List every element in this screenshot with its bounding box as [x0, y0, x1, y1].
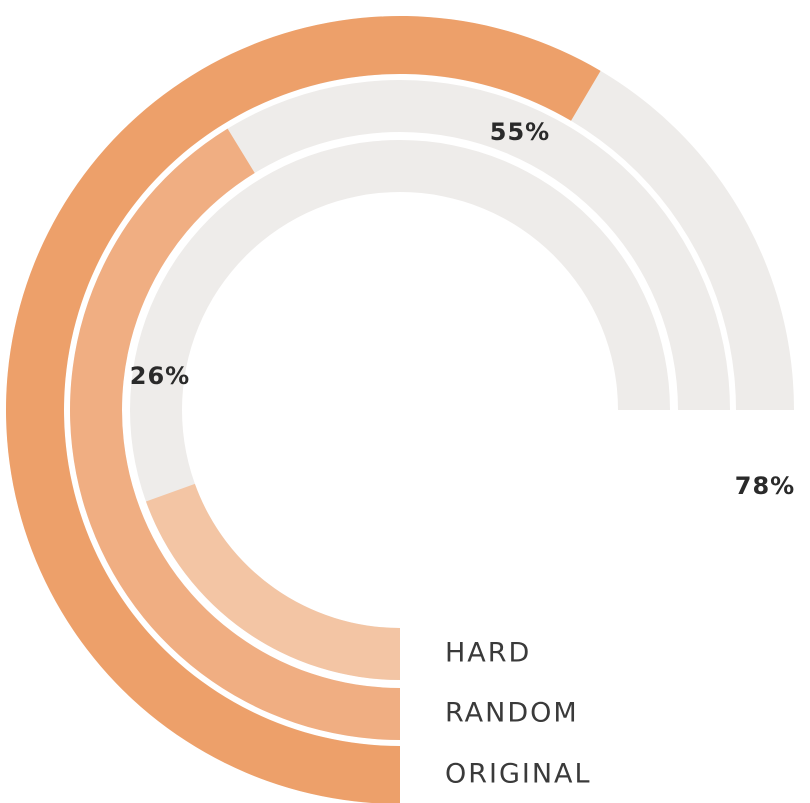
bar-hard	[145, 483, 400, 680]
legend-label-original: ORIGINAL	[445, 759, 592, 790]
bar-random	[70, 128, 401, 741]
bar-original	[6, 16, 601, 803]
legend-label-hard: HARD	[445, 638, 531, 669]
value-label-original: 78%	[735, 472, 795, 500]
label-group: 26% 55% 78%	[130, 118, 795, 500]
bar-group	[6, 16, 601, 803]
legend-group: HARD RANDOM ORIGINAL	[445, 638, 592, 790]
legend-label-random: RANDOM	[445, 698, 579, 729]
value-label-random: 55%	[490, 118, 550, 146]
value-label-hard: 26%	[130, 362, 190, 390]
